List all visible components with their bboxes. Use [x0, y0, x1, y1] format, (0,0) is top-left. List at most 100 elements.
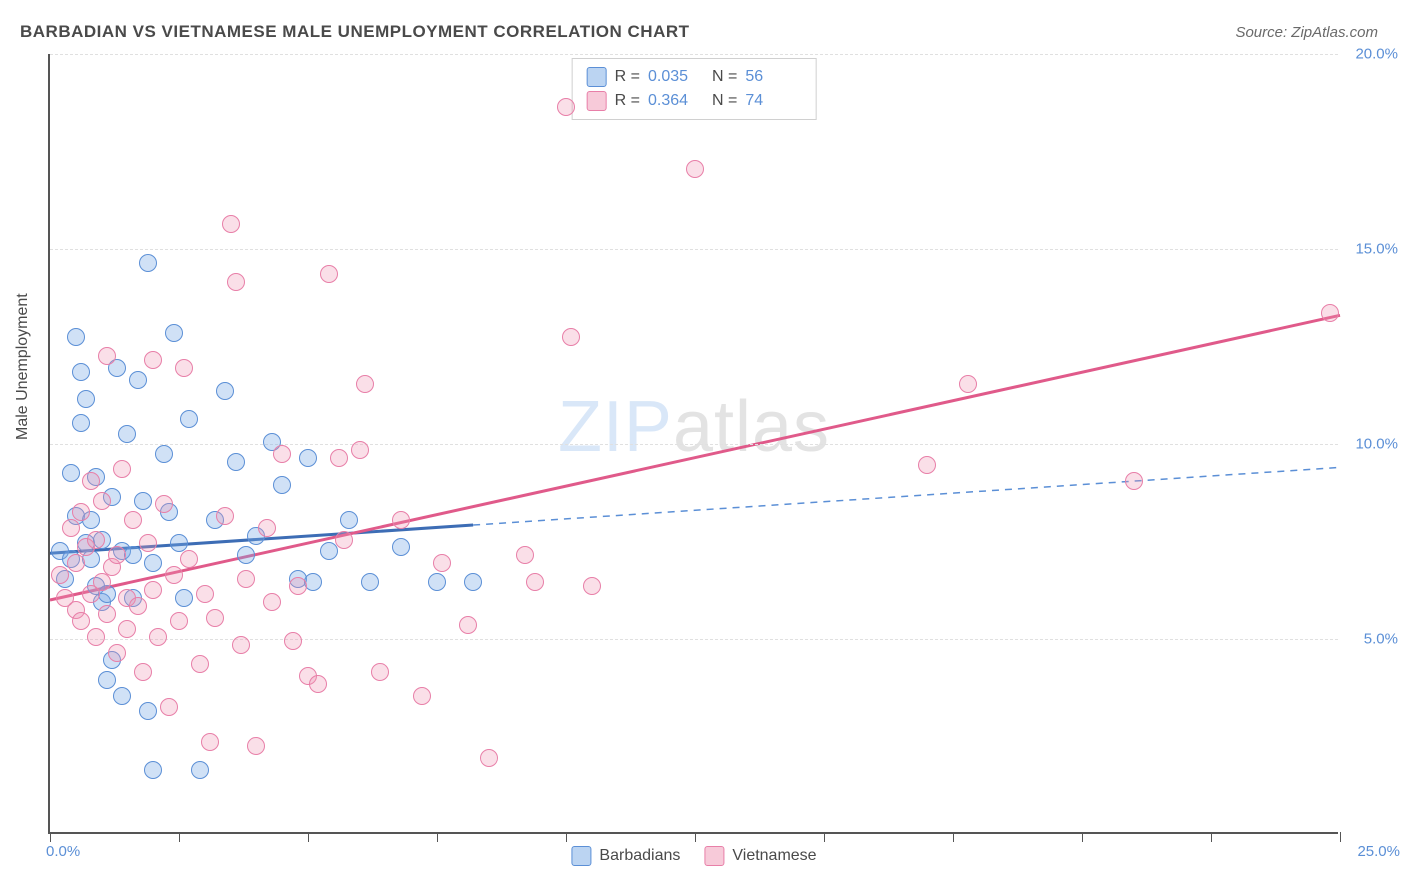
legend-n-value-0: 56	[745, 68, 801, 86]
data-point	[62, 464, 80, 482]
data-point	[175, 589, 193, 607]
data-point	[72, 612, 90, 630]
x-tick	[566, 832, 567, 842]
data-point	[165, 566, 183, 584]
swatch-vietnamese2-icon	[704, 846, 724, 866]
data-point	[160, 698, 178, 716]
legend-correlation: R = 0.035 N = 56 R = 0.364 N = 74	[572, 58, 817, 120]
x-tick	[179, 832, 180, 842]
data-point	[273, 476, 291, 494]
x-tick	[50, 832, 51, 842]
data-point	[118, 620, 136, 638]
data-point	[201, 733, 219, 751]
data-point	[129, 597, 147, 615]
data-point	[124, 546, 142, 564]
data-point	[320, 542, 338, 560]
data-point	[289, 577, 307, 595]
data-point	[309, 675, 327, 693]
data-point	[371, 663, 389, 681]
data-point	[330, 449, 348, 467]
data-point	[93, 573, 111, 591]
trend-line-dashed	[473, 467, 1340, 525]
y-tick-label: 5.0%	[1343, 631, 1398, 648]
y-tick-label: 20.0%	[1343, 46, 1398, 63]
x-tick	[953, 832, 954, 842]
y-tick-label: 15.0%	[1343, 241, 1398, 258]
data-point	[139, 254, 157, 272]
data-point	[216, 382, 234, 400]
data-point	[155, 495, 173, 513]
data-point	[335, 531, 353, 549]
data-point	[237, 570, 255, 588]
data-point	[351, 441, 369, 459]
data-point	[191, 761, 209, 779]
gridline-h	[50, 444, 1338, 445]
data-point	[320, 265, 338, 283]
x-axis-min-label: 0.0%	[46, 843, 80, 860]
swatch-barbadians2-icon	[571, 846, 591, 866]
data-point	[51, 566, 69, 584]
data-point	[165, 324, 183, 342]
data-point	[392, 511, 410, 529]
data-point	[82, 472, 100, 490]
data-point	[206, 609, 224, 627]
data-point	[583, 577, 601, 595]
data-point	[237, 546, 255, 564]
data-point	[428, 573, 446, 591]
legend-label-1: Vietnamese	[732, 847, 816, 865]
header-row: BARBADIAN VS VIETNAMESE MALE UNEMPLOYMEN…	[20, 22, 1378, 42]
data-point	[918, 456, 936, 474]
x-tick	[1211, 832, 1212, 842]
data-point	[77, 390, 95, 408]
data-point	[356, 375, 374, 393]
data-point	[222, 215, 240, 233]
data-point	[686, 160, 704, 178]
data-point	[392, 538, 410, 556]
legend-n-label2: N =	[712, 92, 737, 110]
data-point	[129, 371, 147, 389]
data-point	[191, 655, 209, 673]
data-point	[1125, 472, 1143, 490]
swatch-vietnamese-icon	[587, 91, 607, 111]
data-point	[98, 605, 116, 623]
data-point	[227, 273, 245, 291]
gridline-h	[50, 54, 1338, 55]
data-point	[433, 554, 451, 572]
data-point	[340, 511, 358, 529]
data-point	[263, 593, 281, 611]
data-point	[459, 616, 477, 634]
legend-series: Barbadians Vietnamese	[571, 846, 816, 866]
legend-row-barbadians: R = 0.035 N = 56	[587, 65, 802, 89]
x-tick	[1340, 832, 1341, 842]
data-point	[118, 425, 136, 443]
data-point	[87, 531, 105, 549]
legend-item-vietnamese: Vietnamese	[704, 846, 816, 866]
data-point	[98, 671, 116, 689]
y-tick-label: 10.0%	[1343, 436, 1398, 453]
data-point	[62, 519, 80, 537]
plot-area: ZIPatlas R = 0.035 N = 56 R = 0.364 N = …	[48, 54, 1338, 834]
x-tick	[695, 832, 696, 842]
x-tick	[1082, 832, 1083, 842]
data-point	[67, 328, 85, 346]
data-point	[273, 445, 291, 463]
data-point	[216, 507, 234, 525]
data-point	[93, 492, 111, 510]
data-point	[227, 453, 245, 471]
data-point	[175, 359, 193, 377]
data-point	[139, 702, 157, 720]
data-point	[196, 585, 214, 603]
data-point	[72, 414, 90, 432]
data-point	[464, 573, 482, 591]
data-point	[134, 663, 152, 681]
data-point	[113, 687, 131, 705]
data-point	[232, 636, 250, 654]
data-point	[562, 328, 580, 346]
data-point	[108, 546, 126, 564]
swatch-barbadians-icon	[587, 67, 607, 87]
data-point	[516, 546, 534, 564]
legend-n-label: N =	[712, 68, 737, 86]
x-axis-max-label: 25.0%	[1357, 843, 1400, 860]
legend-r-value-1: 0.364	[648, 92, 704, 110]
legend-r-label2: R =	[615, 92, 640, 110]
